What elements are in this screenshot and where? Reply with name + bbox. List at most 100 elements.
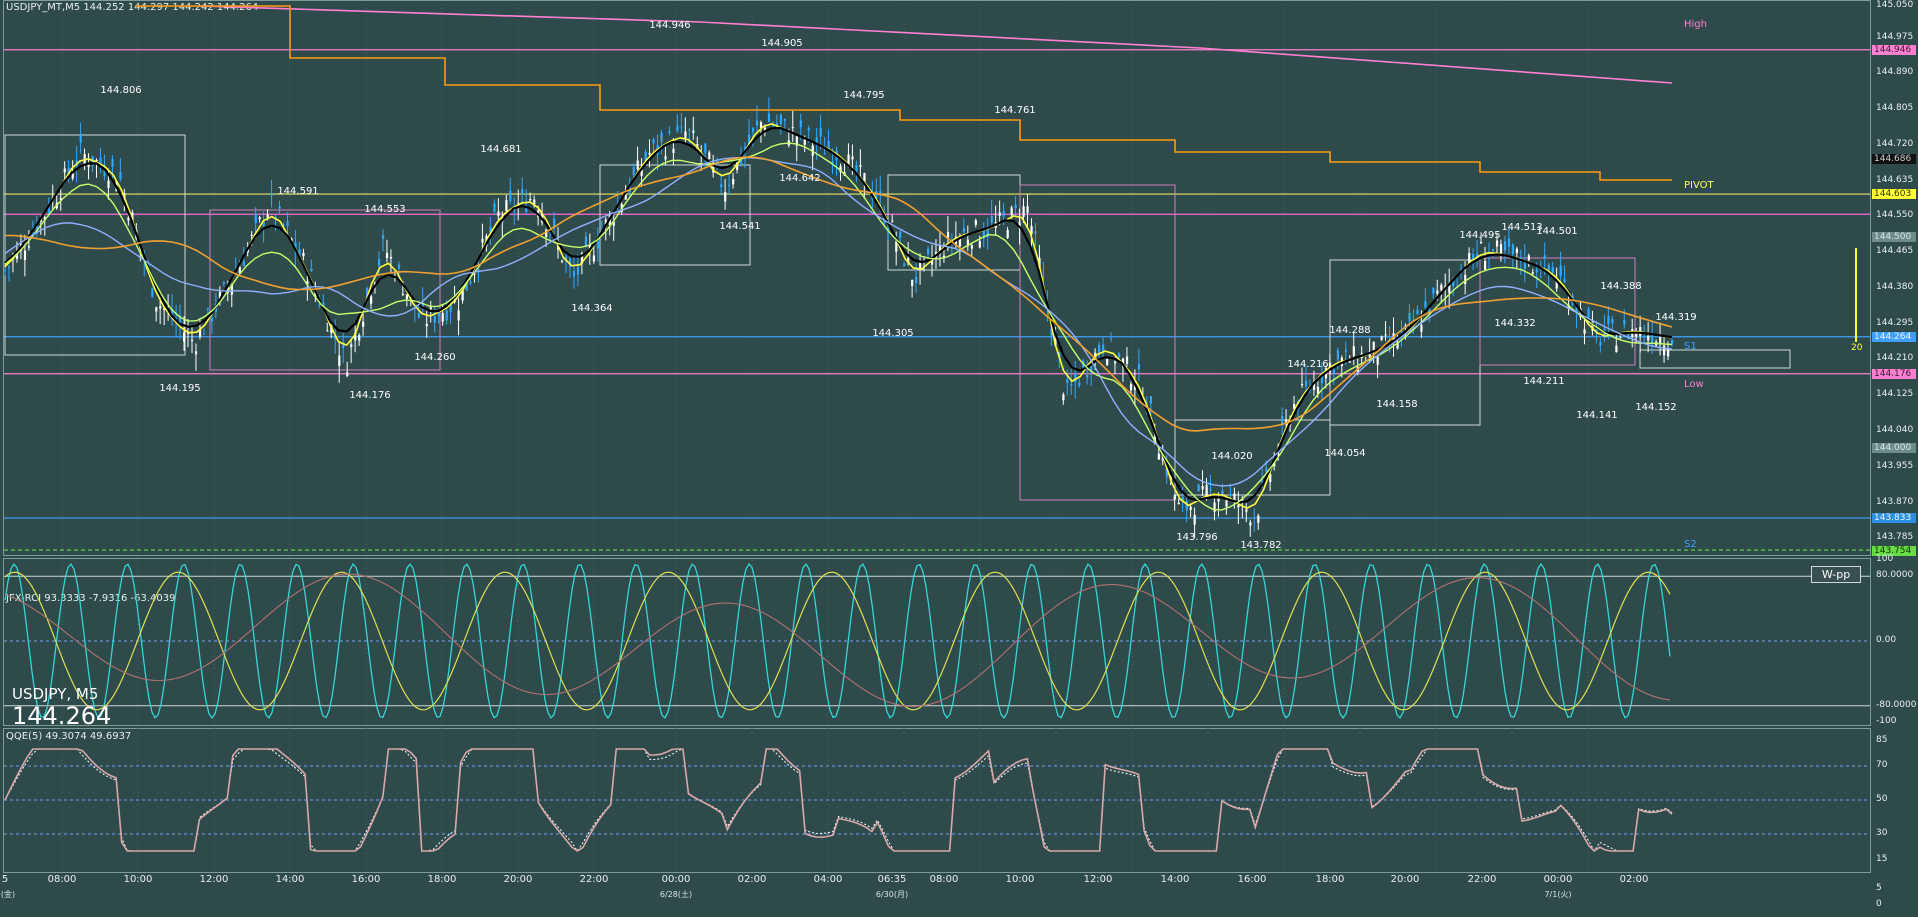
candle-body (1555, 279, 1558, 289)
candle-body (1253, 517, 1256, 519)
candle-body (282, 224, 285, 226)
rci-pane[interactable] (3, 558, 1871, 726)
candle-body (238, 267, 241, 273)
candle-body (974, 220, 977, 225)
chart-header: USDJPY_MT,M5 144.252 144.297 144.242 144… (6, 2, 259, 13)
candle-body (1408, 312, 1411, 321)
candle-body (1117, 353, 1121, 357)
candle-body (1503, 241, 1507, 251)
time-axis-label: 16:00 (351, 874, 381, 885)
candle-body (553, 218, 556, 229)
price-pane[interactable] (3, 0, 1871, 556)
candle-body (1106, 358, 1109, 366)
candle-body (1304, 380, 1308, 387)
candle-body (1535, 269, 1538, 273)
candle-body (887, 228, 890, 231)
candle-body (827, 140, 830, 150)
candle-body (489, 226, 492, 233)
candle-body (560, 260, 564, 262)
candle-body (1380, 336, 1383, 340)
candle-body (815, 137, 818, 145)
candle-body (1372, 341, 1375, 352)
candle-body (1233, 493, 1236, 502)
candle-body (572, 271, 576, 277)
candle-body (1420, 324, 1423, 332)
candle-body (521, 189, 524, 195)
rci-mid-line (4, 571, 1671, 711)
peak-label: 144.761 (994, 105, 1036, 116)
candle-body (1376, 356, 1379, 366)
candle-body (564, 256, 568, 260)
candle-body (1587, 308, 1590, 318)
candle-body (986, 227, 989, 238)
time-axis-label: 10:00 (1005, 874, 1035, 885)
level-tag: 144.176 (1872, 368, 1916, 379)
peak-label: 144.141 (1576, 410, 1618, 421)
candle-body (59, 198, 62, 200)
candle-body (79, 135, 82, 143)
candle-body (660, 132, 663, 142)
peak-label: 144.541 (719, 221, 761, 232)
candle-body (1201, 485, 1204, 490)
candle-body (1137, 364, 1141, 370)
candle-body (612, 221, 615, 226)
candle-body (493, 203, 496, 212)
candle-body (1189, 506, 1192, 510)
peak-label: 144.332 (1494, 318, 1536, 329)
candle-body (1607, 316, 1610, 325)
candle-body (1074, 373, 1077, 383)
candle-body (1149, 396, 1153, 404)
candle-body (970, 245, 973, 249)
time-axis-label: 10:00 (123, 874, 153, 885)
candle-body (672, 148, 675, 154)
candle-body (1193, 514, 1196, 525)
candle-body (771, 125, 775, 127)
candle-body (1173, 495, 1176, 500)
qqe-axis-label: 50 (1876, 794, 1888, 804)
time-axis-label: 16:00 (1237, 874, 1267, 885)
peak-label: 144.946 (649, 20, 691, 31)
candle-body (1543, 255, 1546, 259)
peak-label: 144.364 (571, 303, 613, 314)
qqe-axis-label: 70 (1876, 760, 1888, 770)
candle-body (1062, 394, 1065, 401)
candle-body (1165, 467, 1168, 477)
candle-body (1022, 206, 1025, 217)
candle-body (716, 159, 719, 165)
candle-body (322, 302, 325, 307)
date-label: 6/30(月) (875, 890, 909, 899)
peak-label: 144.158 (1376, 399, 1418, 410)
candle-body (628, 183, 631, 193)
candle-body (1257, 515, 1260, 523)
time-axis-label: 20:00 (1390, 874, 1420, 885)
candle-body (370, 296, 373, 304)
candle-body (1133, 385, 1137, 390)
candle-body (71, 172, 74, 179)
qqe-pane[interactable] (3, 728, 1871, 873)
range-box (1479, 257, 1636, 366)
range-box (1019, 184, 1176, 501)
qqe-axis-label: 85 (1876, 734, 1888, 745)
level-tag: 144.264 (1872, 331, 1916, 342)
candle-body (43, 216, 46, 221)
candle-body (1205, 484, 1208, 496)
candle-body (1225, 500, 1228, 507)
w-pp-button[interactable]: W-pp (1811, 566, 1861, 583)
peak-label: 143.782 (1240, 540, 1282, 551)
time-axis-label: 18:00 (1315, 874, 1345, 885)
candle-body (1511, 244, 1515, 255)
candle-body (652, 139, 655, 144)
candle-body (385, 252, 389, 259)
candle-body (763, 127, 767, 131)
rci-long-line (4, 573, 1671, 707)
price-axis-label: 144.465 (1876, 246, 1914, 257)
candle-body (1440, 284, 1443, 291)
level-tag: 143.754 (1872, 546, 1916, 557)
candle-body (958, 236, 962, 247)
candle-body (576, 266, 580, 275)
candle-body (505, 200, 508, 211)
candle-body (103, 169, 106, 176)
candle-body (449, 302, 452, 313)
